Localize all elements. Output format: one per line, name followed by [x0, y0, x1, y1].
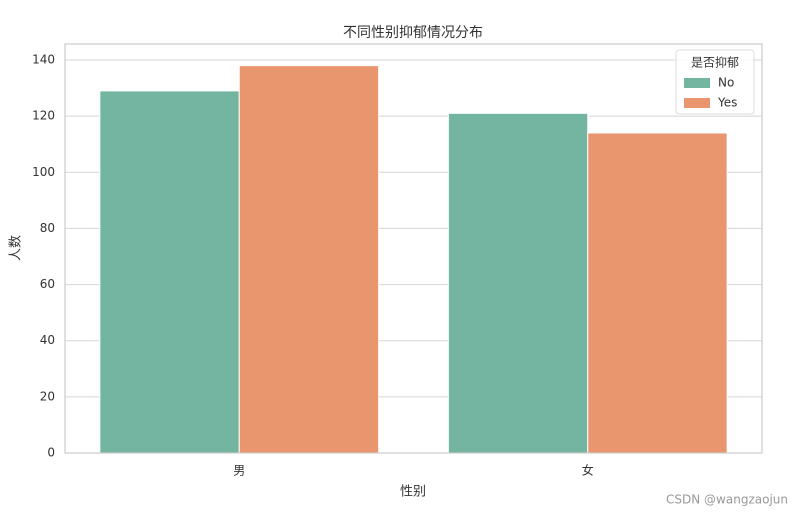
- legend-swatch: [684, 78, 710, 88]
- y-tick-label: 120: [32, 109, 55, 123]
- bar: [587, 132, 728, 454]
- y-tick-label: 40: [40, 333, 55, 347]
- legend-label: Yes: [717, 96, 737, 110]
- y-tick-label: 60: [40, 277, 55, 291]
- y-tick-label: 100: [32, 165, 55, 179]
- legend-label: No: [718, 76, 734, 90]
- bar: [99, 90, 240, 454]
- chart-title: 不同性别抑郁情况分布: [343, 25, 483, 41]
- plot-frame: [64, 43, 763, 454]
- y-tick-label: 80: [40, 221, 55, 235]
- bar: [238, 65, 380, 454]
- y-axis-label: 人数: [9, 235, 24, 261]
- legend-swatch: [684, 98, 710, 108]
- x-tick-label: 男: [233, 464, 245, 478]
- x-axis-label: 性别: [400, 485, 426, 500]
- x-tick-label: 女: [582, 463, 594, 478]
- y-tick-label: 0: [47, 446, 55, 460]
- y-tick-label: 140: [32, 53, 55, 67]
- bar: [447, 112, 589, 454]
- watermark: CSDN @wangzaojun: [666, 493, 788, 507]
- legend-title: 是否抑郁: [691, 55, 739, 70]
- y-tick-label: 20: [40, 389, 55, 403]
